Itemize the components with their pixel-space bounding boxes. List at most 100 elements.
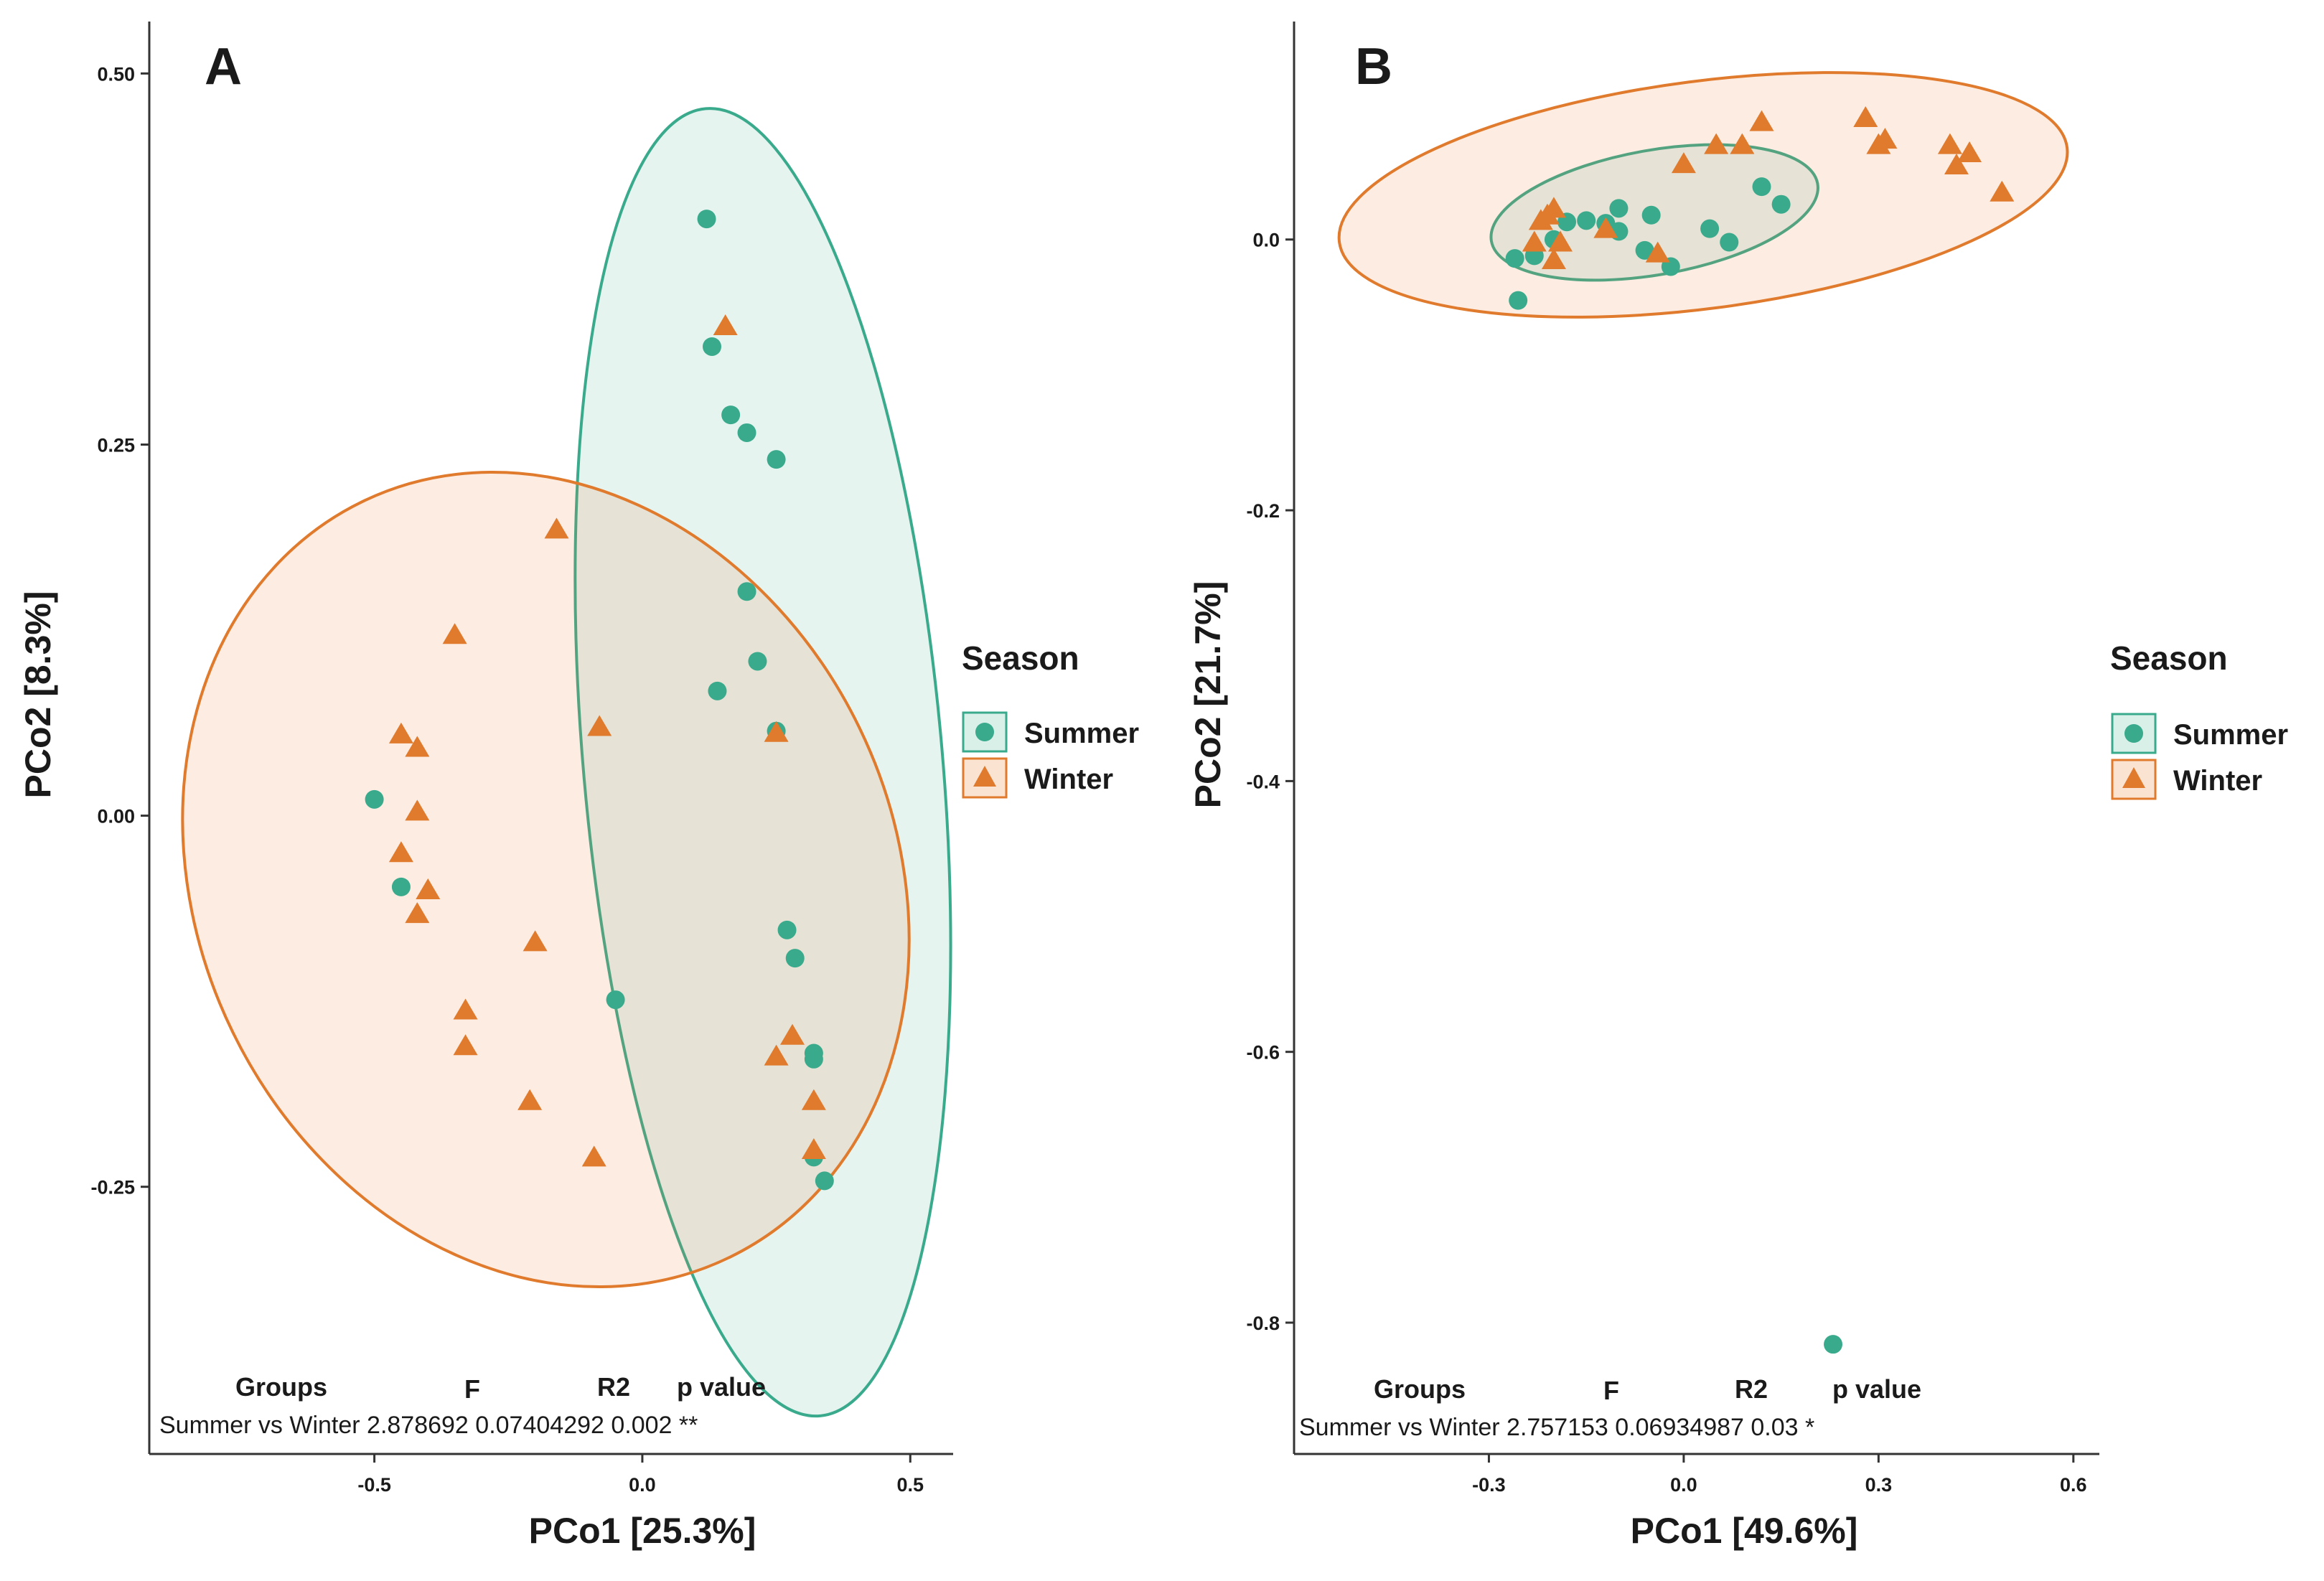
- panel-a-x-axis-label: PCo1 [25.3%]: [529, 1511, 756, 1551]
- stats-header-p-value: p value: [677, 1372, 766, 1402]
- stats-header-groups: Groups: [235, 1372, 327, 1402]
- summer-point: [391, 877, 411, 896]
- summer-point: [767, 450, 786, 469]
- winter-point: [544, 517, 569, 539]
- winter-point: [405, 902, 430, 924]
- legend-title: Season: [2110, 639, 2228, 677]
- panel-a-y-axis-label: PCo2 [8.3%]: [18, 591, 58, 799]
- summer-point: [737, 582, 756, 601]
- winter-point: [1937, 133, 1962, 154]
- panel-b-y-axis-label: PCo2 [21.7%]: [1188, 581, 1228, 809]
- summer-point: [1641, 205, 1661, 225]
- winter-point: [1704, 133, 1729, 154]
- legend-label-winter: Winter: [2173, 765, 2262, 797]
- winter-point: [453, 998, 478, 1020]
- panel-a-y-ticks: -0.25 0.00 0.25 0.50: [90, 63, 149, 1198]
- winter-point: [405, 736, 430, 757]
- panel-b-ellipses: [1337, 71, 2069, 319]
- y-tick-label: 0.25: [97, 434, 135, 456]
- winter-point: [764, 721, 789, 742]
- winter-point: [1645, 241, 1670, 263]
- summer-point: [1771, 194, 1791, 214]
- panel-b-stats-table: Groups F R2 p value Summer vs Winter 2.7…: [1299, 1374, 1921, 1441]
- y-tick-label: 0.0: [1252, 230, 1280, 251]
- summer-point: [1577, 211, 1596, 230]
- stats-header-r2: R2: [1735, 1374, 1768, 1404]
- y-tick-label: 0.00: [97, 806, 135, 827]
- summer-point: [365, 789, 384, 809]
- summer-point: [804, 1049, 823, 1069]
- winter-point: [780, 1023, 805, 1045]
- legend-circle-icon: [975, 723, 994, 741]
- winter-point: [801, 1137, 826, 1159]
- stats-header-f: F: [464, 1374, 480, 1404]
- stats-header-groups: Groups: [1374, 1374, 1466, 1404]
- winter-point: [523, 930, 548, 952]
- y-tick-label: -0.25: [90, 1177, 135, 1198]
- summer-point: [721, 405, 741, 425]
- panel-b-legend: Season Summer Winter: [2110, 639, 2288, 800]
- winter-point: [1749, 110, 1774, 131]
- panel-b-markers: [1505, 105, 2015, 1354]
- panel-a-ellipses: [181, 107, 952, 1418]
- summer-point: [815, 1171, 834, 1191]
- legend-circle-icon: [2124, 724, 2143, 743]
- winter-point: [1990, 180, 2015, 202]
- x-tick-label: 0.6: [2060, 1474, 2087, 1496]
- winter-point: [388, 722, 413, 743]
- panel-b-x-axis-label: PCo1 [49.6%]: [1631, 1511, 1858, 1551]
- legend-triangle-icon: [2122, 767, 2145, 788]
- summer-point: [1720, 233, 1739, 252]
- summer-point: [606, 990, 625, 1010]
- legend-label-summer: Summer: [2173, 719, 2288, 751]
- x-tick-label: 0.0: [629, 1474, 656, 1496]
- summer-point: [737, 423, 756, 442]
- panel-a: -0.25 0.00 0.25 0.50 -0.5 0.0 0.5 A PCo1 [25.…: [18, 22, 1139, 1551]
- stats-header-f: F: [1603, 1376, 1619, 1405]
- panel-a-x-ticks: -0.5 0.0 0.5: [357, 1454, 924, 1496]
- winter-point: [713, 314, 738, 336]
- winter-point: [801, 1089, 826, 1110]
- panel-a-stats-table: Groups F R2 p value Summer vs Winter 2.8…: [159, 1372, 766, 1439]
- y-tick-label: -0.6: [1246, 1042, 1280, 1064]
- stats-row: Summer vs Winter 2.878692 0.07404292 0.0…: [159, 1412, 698, 1439]
- winter-point: [405, 799, 430, 821]
- legend-title: Season: [962, 639, 1079, 677]
- summer-ellipse: [573, 107, 952, 1418]
- legend-triangle-icon: [973, 766, 996, 787]
- y-tick-label: -0.8: [1246, 1313, 1280, 1334]
- panel-b-letter: B: [1355, 38, 1392, 95]
- panel-a-legend: Season Summer Winter: [962, 639, 1139, 799]
- summer-point: [785, 949, 805, 968]
- summer-point: [777, 920, 797, 939]
- x-tick-label: 0.0: [1670, 1474, 1697, 1496]
- winter-point: [764, 1044, 789, 1066]
- summer-point: [748, 652, 767, 671]
- legend-label-summer: Summer: [1024, 718, 1139, 749]
- panel-b-y-ticks: -0.8 -0.6 -0.4 -0.2 0.0: [1246, 230, 1294, 1334]
- winter-point: [1730, 133, 1755, 154]
- summer-point: [1752, 177, 1771, 197]
- summer-point: [1700, 219, 1720, 238]
- panel-b: -0.8 -0.6 -0.4 -0.2 0.0 -0.3 0.0 0.3 0.6 B PCo1…: [1188, 22, 2288, 1551]
- summer-point: [1505, 249, 1524, 268]
- summer-point: [697, 210, 716, 229]
- winter-point: [1541, 248, 1566, 270]
- winter-point: [1522, 230, 1547, 252]
- y-tick-label: -0.2: [1246, 500, 1280, 522]
- panel-b-x-ticks: -0.3 0.0 0.3 0.6: [1472, 1454, 2087, 1496]
- summer-point: [708, 681, 727, 700]
- winter-ellipse: [181, 471, 911, 1289]
- winter-point: [1671, 152, 1696, 174]
- stats-row: Summer vs Winter 2.757153 0.06934987 0.0…: [1299, 1414, 1814, 1441]
- stats-header-r2: R2: [597, 1372, 630, 1402]
- summer-point: [1824, 1335, 1843, 1354]
- winter-point: [1957, 141, 1982, 162]
- winter-point: [453, 1034, 478, 1056]
- x-tick-label: 0.3: [1865, 1474, 1893, 1496]
- winter-point: [587, 715, 612, 736]
- winter-point: [517, 1089, 543, 1110]
- winter-point: [1593, 217, 1618, 238]
- summer-point: [703, 337, 721, 356]
